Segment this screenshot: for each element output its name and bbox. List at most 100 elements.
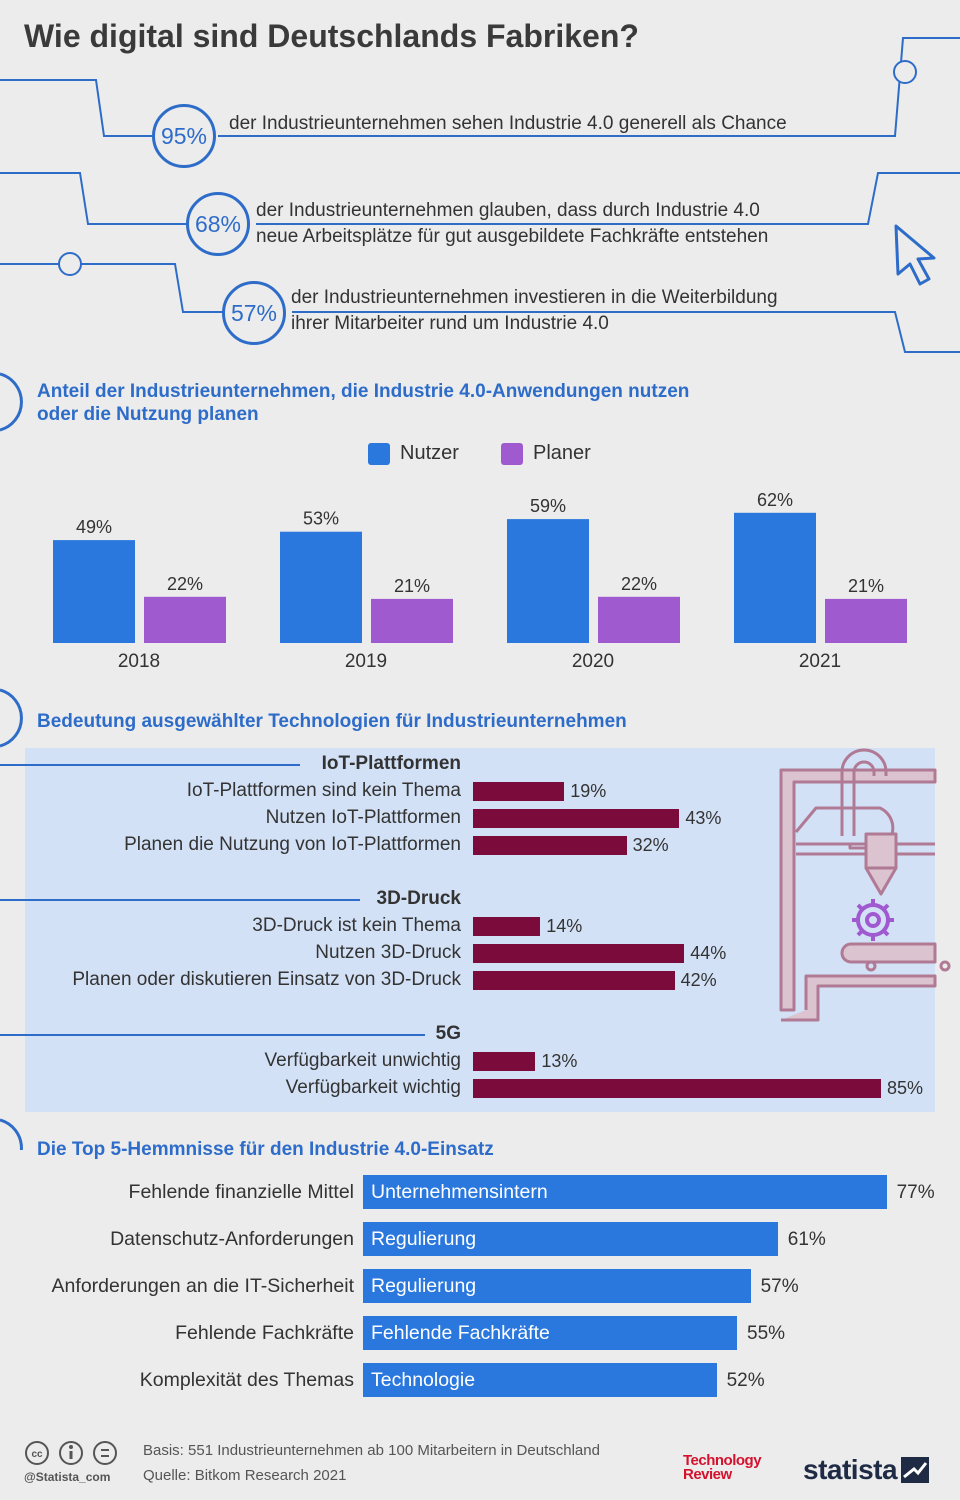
bar-label: 62% — [757, 490, 793, 510]
tech-value: 43% — [685, 808, 722, 828]
bar-planer-2020 — [598, 596, 680, 643]
tech-value: 14% — [546, 916, 583, 936]
x-tick-label: 2021 — [799, 651, 841, 672]
legend-swatch-planer — [501, 442, 523, 465]
tech-bar — [473, 836, 627, 855]
tech-bar — [473, 782, 565, 801]
page-title: Wie digital sind Deutschlands Fabriken? — [24, 18, 639, 54]
obstacle-bar: Unternehmensintern — [363, 1175, 887, 1209]
bar-label: 22% — [621, 574, 657, 594]
obstacle-bar: Regulierung — [363, 1269, 751, 1303]
legend-label-nutzer: Nutzer — [400, 442, 459, 464]
tech-label: Planen oder diskutieren Einsatz von 3D-D… — [72, 969, 461, 990]
printer-illustration — [779, 748, 951, 1022]
tech-label: Planen die Nutzung von IoT-Plattformen — [124, 834, 461, 855]
tech-label: Nutzen IoT-Plattformen — [265, 807, 461, 828]
tech-bar — [473, 1052, 536, 1071]
tech-label: Verfügbarkeit unwichtig — [264, 1050, 461, 1071]
tech-bar — [473, 971, 675, 990]
tech-value: 44% — [690, 943, 727, 963]
legend-planer: Planer — [501, 442, 591, 465]
bar-nutzer-2021 — [734, 512, 816, 643]
bar-label: 53% — [303, 509, 339, 529]
tech-label: IoT-Plattformen sind kein Thema — [186, 780, 461, 801]
partner-logo-line: Review — [683, 1466, 732, 1483]
tech-bar — [473, 809, 680, 828]
legend-label-planer: Planer — [533, 442, 591, 464]
circuit-lines — [0, 37, 960, 353]
stat-text-line: der Industrieunternehmen sehen Industrie… — [229, 113, 787, 134]
stat-text-line: neue Arbeitsplätze für gut ausgebildete … — [256, 226, 769, 247]
x-tick-label: 2020 — [572, 651, 614, 672]
tech-value: 42% — [680, 970, 717, 990]
tech-label: 3D-Druck ist kein Thema — [252, 915, 461, 936]
tech-bar — [473, 1079, 881, 1098]
stat-value-2: 68% — [186, 192, 250, 256]
legend-nutzer: Nutzer — [368, 442, 459, 465]
chart2-title: Bedeutung ausgewählter Technologien für … — [37, 711, 627, 732]
tech-bar — [473, 917, 541, 936]
tech-label: Verfügbarkeit wichtig — [285, 1077, 461, 1098]
obstacle-label: Datenschutz-Anforderungen — [110, 1228, 354, 1250]
cc-license-icons: cc — [25, 1441, 117, 1465]
statista-logo-text: statista — [803, 1454, 898, 1485]
obstacle-label: Anforderungen an die IT-Sicherheit — [51, 1275, 354, 1297]
x-tick-label: 2018 — [118, 651, 160, 672]
stat-text-line: der Industrieunternehmen investieren in … — [291, 287, 778, 308]
statista-handle[interactable]: @Statista_com — [24, 1470, 111, 1484]
bar-planer-2021 — [825, 598, 907, 643]
gear-icon — [852, 899, 894, 941]
obstacle-bar: Fehlende Fachkräfte — [363, 1316, 737, 1350]
bar-label: 49% — [76, 517, 112, 537]
obstacle-label: Komplexität des Themas — [139, 1369, 354, 1391]
statista-logo[interactable]: statista — [803, 1454, 930, 1486]
tech-group-iot: IoT-Plattformen — [321, 753, 461, 774]
section-arcs — [0, 372, 23, 1150]
chart3-title: Die Top 5-Hemmnisse für den Industrie 4.… — [37, 1139, 494, 1160]
cc-icon — [25, 1441, 49, 1465]
by-icon — [59, 1441, 83, 1465]
footer-basis: Basis: 551 Industrieunternehmen ab 100 M… — [143, 1442, 600, 1459]
x-tick-label: 2019 — [345, 651, 387, 672]
obstacle-label: Fehlende Fachkräfte — [175, 1322, 354, 1344]
stat-text-3: der Industrieunternehmen investieren in … — [291, 285, 778, 337]
tech-group-5g: 5G — [435, 1023, 461, 1044]
stat-text-line: der Industrieunternehmen glauben, dass d… — [256, 200, 760, 221]
bar-label: 59% — [530, 496, 566, 516]
svg-text:cc: cc — [31, 1449, 43, 1460]
stat-text-2: der Industrieunternehmen glauben, dass d… — [256, 198, 768, 250]
tech-group-lines — [0, 764, 425, 1036]
obstacle-value: 55% — [747, 1323, 786, 1344]
bar-nutzer-2020 — [507, 519, 589, 643]
bar-planer-2019 — [371, 598, 453, 643]
statista-logo-icon — [901, 1457, 930, 1483]
tech-bar — [473, 944, 685, 963]
stat-text-line: ihrer Mitarbeiter rund um Industrie 4.0 — [291, 313, 609, 334]
partner-logo-line: Technology — [683, 1452, 762, 1469]
column-chart: 49% 22% 2018 53% 21% 2019 59% 22% 2020 62% 21% 2021 — [53, 490, 907, 672]
legend-swatch-nutzer — [368, 442, 390, 465]
tech-value: 85% — [887, 1078, 924, 1098]
tech-value: 13% — [541, 1051, 578, 1071]
bar-label: 21% — [394, 576, 430, 596]
bar-label: 22% — [167, 574, 203, 594]
bar-nutzer-2018 — [53, 540, 135, 643]
stat-value-1: 95% — [152, 104, 216, 168]
stat-value-3: 57% — [222, 281, 286, 345]
tech-label: Nutzen 3D-Druck — [315, 942, 461, 963]
technology-review-logo: Technology Review — [683, 1452, 762, 1483]
obstacle-value: 57% — [760, 1276, 799, 1297]
tech-group-3d: 3D-Druck — [376, 888, 461, 909]
tech-value: 32% — [632, 835, 669, 855]
obstacle-label: Fehlende finanzielle Mittel — [128, 1181, 354, 1203]
stat-text-1: der Industrieunternehmen sehen Industrie… — [229, 111, 787, 137]
obstacle-value: 61% — [787, 1229, 826, 1250]
footer-source: Quelle: Bitkom Research 2021 — [143, 1467, 347, 1484]
obstacle-value: 52% — [726, 1370, 765, 1391]
bar-nutzer-2019 — [280, 531, 362, 643]
nd-icon — [93, 1441, 117, 1465]
obstacle-value: 77% — [896, 1182, 935, 1203]
chart1-title: Anteil der Industrieunternehmen, die Ind… — [37, 381, 690, 425]
bar-planer-2018 — [144, 596, 226, 643]
cursor-icon — [894, 224, 936, 286]
